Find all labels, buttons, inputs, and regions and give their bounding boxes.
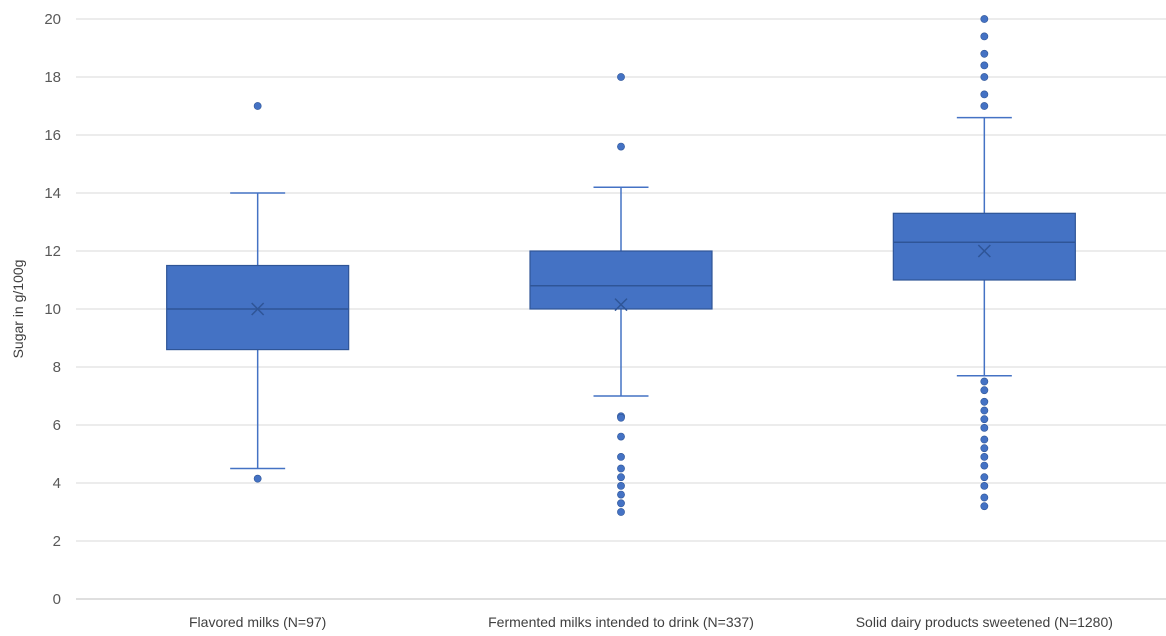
y-tick-label: 16 — [44, 127, 61, 144]
outlier-point — [980, 493, 989, 502]
outlier-point — [980, 406, 989, 415]
outlier-point — [617, 508, 625, 516]
outlier-point — [980, 461, 989, 470]
box-series-3 — [892, 15, 1076, 511]
iqr-box — [166, 264, 350, 351]
outlier-point — [980, 397, 989, 406]
x-category-label: Solid dairy products sweetened (N=1280) — [856, 614, 1113, 630]
outlier-point — [617, 142, 625, 151]
outlier-point — [617, 432, 625, 441]
mean-marker — [977, 244, 991, 258]
outlier-point — [617, 473, 625, 482]
outlier-point — [980, 61, 989, 70]
outlier-point — [980, 423, 989, 432]
outlier-point — [980, 386, 989, 395]
mean-marker — [614, 298, 628, 312]
y-tick-labels: 0 2 4 6 8 10 12 14 16 18 20 — [44, 11, 61, 608]
outlier-point — [980, 473, 989, 482]
x-category-label: Fermented milks intended to drink (N=337… — [488, 614, 754, 630]
outlier-point — [617, 464, 625, 473]
y-tick-label: 0 — [53, 591, 61, 608]
y-tick-label: 6 — [53, 417, 61, 434]
outlier-point — [980, 102, 989, 110]
outlier-point — [980, 481, 989, 490]
x-category-labels: Flavored milks (N=97) Fermented milks int… — [189, 614, 1113, 630]
outlier-point — [617, 73, 625, 81]
x-category-label: Flavored milks (N=97) — [189, 614, 326, 630]
outlier-point — [617, 490, 625, 499]
y-axis-title: Sugar in g/100g — [10, 260, 26, 359]
y-tick-label: 20 — [44, 11, 61, 28]
outlier-point — [980, 444, 989, 453]
iqr-box — [529, 250, 713, 310]
outlier-point — [617, 481, 625, 490]
y-tick-label: 18 — [44, 69, 61, 86]
y-tick-label: 14 — [44, 185, 61, 202]
outlier-point — [980, 15, 989, 23]
outlier-point — [980, 49, 989, 58]
y-tick-label: 8 — [53, 359, 61, 376]
outlier-point — [253, 102, 262, 110]
outlier-point — [253, 474, 262, 483]
outlier-point — [617, 452, 625, 461]
box-series-2 — [529, 73, 713, 516]
outlier-point — [980, 377, 989, 386]
outlier-point — [980, 73, 989, 81]
y-tick-label: 4 — [53, 475, 61, 492]
outlier-point — [980, 502, 989, 511]
mean-marker — [251, 302, 265, 316]
outlier-point — [980, 415, 989, 424]
outlier-point — [617, 413, 625, 422]
outlier-point — [980, 32, 989, 41]
y-tick-label: 12 — [44, 243, 61, 260]
box-series-1 — [166, 102, 350, 483]
outlier-point — [980, 90, 989, 99]
outlier-point — [980, 435, 989, 444]
outlier-point — [617, 499, 625, 508]
boxes — [166, 15, 1076, 516]
iqr-box — [892, 212, 1076, 281]
y-tick-label: 10 — [44, 301, 61, 318]
y-tick-label: 2 — [53, 533, 61, 550]
outlier-point — [980, 452, 989, 461]
